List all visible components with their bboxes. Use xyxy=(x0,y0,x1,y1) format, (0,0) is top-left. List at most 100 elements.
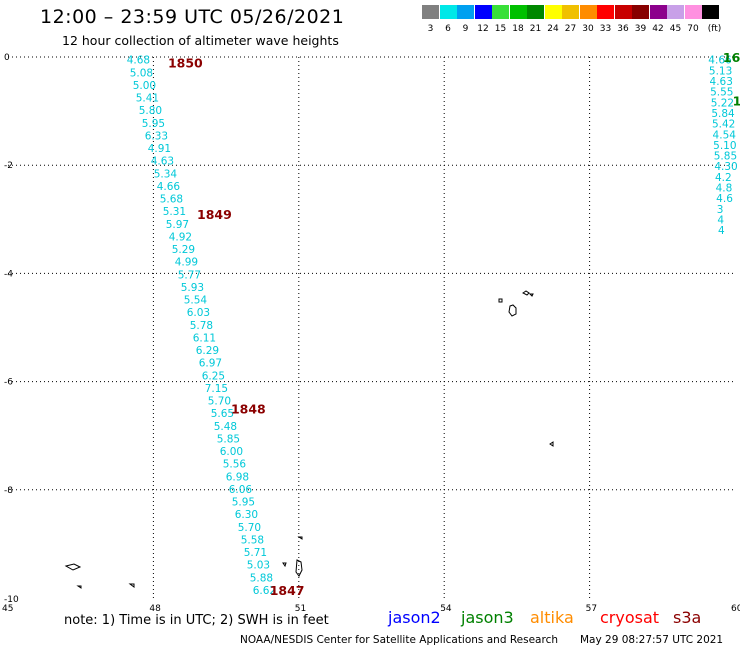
legend-swatch xyxy=(562,5,579,19)
x-tick-label: 48 xyxy=(149,604,161,614)
swh-value-west: 4.66 xyxy=(157,181,181,193)
swh-value-west: 5.03 xyxy=(247,560,270,572)
swh-value-east: 4 xyxy=(717,214,724,226)
pass-number-label: 163 xyxy=(723,50,740,65)
swh-value-west: 6.98 xyxy=(226,471,249,483)
satellite-jason3: jason3 xyxy=(461,608,514,627)
legend-label: 42 xyxy=(652,24,664,34)
y-tick-label: -8 xyxy=(4,486,13,496)
legend-label: 15 xyxy=(494,24,507,34)
swh-value-west: 5.31 xyxy=(163,206,186,218)
legend-label: 12 xyxy=(477,24,489,34)
legend-label: 33 xyxy=(599,24,612,34)
pass-number-label: 1847 xyxy=(270,583,305,598)
legend-swatch xyxy=(492,5,509,19)
swh-value-west: 5.95 xyxy=(142,118,165,130)
swh-value-east: 4.54 xyxy=(713,129,737,141)
swh-value-west: 6.03 xyxy=(187,307,210,319)
swh-value-west: 4.92 xyxy=(169,231,192,243)
y-tick-label: -4 xyxy=(4,269,13,279)
island-outline xyxy=(508,304,517,317)
swh-value-west: 5.70 xyxy=(238,522,261,534)
swh-value-west: 5.41 xyxy=(136,93,159,105)
swh-value-west: 5.95 xyxy=(232,497,255,509)
swh-value-west: 5.71 xyxy=(244,547,267,559)
legend-swatch xyxy=(439,5,457,19)
legend-label: 9 xyxy=(462,24,469,34)
swh-value-west: 4.63 xyxy=(151,156,174,168)
swh-value-east: 5.85 xyxy=(714,151,737,163)
x-tick-label: 54 xyxy=(440,604,452,614)
legend-label: 70 xyxy=(687,24,699,34)
legend-label: (ft) xyxy=(707,24,722,34)
swh-value-west: 4.91 xyxy=(148,143,171,155)
swh-value-west: 5.85 xyxy=(217,433,240,445)
swh-value-east: 4.63 xyxy=(710,76,733,88)
swh-value-west: 5.34 xyxy=(154,168,178,180)
legend-swatch xyxy=(667,5,684,19)
swh-value-west: 7.15 xyxy=(205,383,228,395)
swh-value-west: 5.29 xyxy=(172,244,195,256)
swh-value-west: 6.33 xyxy=(145,130,168,142)
swh-value-west: 5.08 xyxy=(130,67,153,79)
island-outline xyxy=(295,559,303,577)
chart-title: 12:00 – 23:59 UTC 05/26/2021 xyxy=(40,6,345,28)
swh-value-west: 5.48 xyxy=(214,421,237,433)
y-tick-label: 0 xyxy=(4,53,10,63)
swh-value-east: 4 xyxy=(718,225,725,237)
legend-swatch xyxy=(579,5,597,19)
legend-label: 36 xyxy=(617,24,629,34)
satellite-s3a: s3a xyxy=(673,608,702,627)
swh-value-west: 4.99 xyxy=(175,257,198,269)
legend-swatch xyxy=(632,5,649,19)
legend-swatch xyxy=(527,5,544,19)
chart-subtitle: 12 hour collection of altimeter wave hei… xyxy=(62,33,339,48)
x-tick-label: 60 xyxy=(731,604,740,614)
island-outline xyxy=(76,585,82,589)
swh-value-east: 3 xyxy=(717,204,724,216)
legend-swatch xyxy=(544,5,562,19)
swh-value-west: 6.30 xyxy=(235,509,258,521)
swh-value-west: 6.06 xyxy=(229,484,253,496)
legend-swatch xyxy=(509,5,527,19)
swh-value-west: 5.77 xyxy=(178,269,201,281)
legend-label: 3 xyxy=(427,24,434,34)
legend-label: 21 xyxy=(529,24,542,34)
legend-label: 39 xyxy=(634,24,647,34)
x-tick-label: 45 xyxy=(2,604,13,614)
island-outline xyxy=(297,536,303,540)
swh-value-west: 6.11 xyxy=(193,332,216,344)
island-outline xyxy=(522,290,530,296)
y-tick-label: -2 xyxy=(4,161,13,171)
swh-value-east: 4.2 xyxy=(715,172,732,184)
swh-value-west: 5.68 xyxy=(160,194,183,206)
satellite-cryosat: cryosat xyxy=(600,608,660,627)
swh-value-east: 5.10 xyxy=(713,140,736,152)
x-tick-label: 51 xyxy=(295,604,306,614)
swh-value-east: 4.66 xyxy=(708,55,732,67)
swh-value-west: 6.25 xyxy=(202,370,225,382)
pass-number-label: 1849 xyxy=(197,207,232,222)
swh-value-west: 5.00 xyxy=(133,80,156,92)
legend-label: 27 xyxy=(564,24,577,34)
satellite-altika: altika xyxy=(530,608,574,627)
legend-swatch xyxy=(702,5,719,19)
swh-value-east: 4.8 xyxy=(716,183,733,195)
swh-value-west: 5.78 xyxy=(190,320,213,332)
swh-value-west: 6.00 xyxy=(220,446,243,458)
swh-value-west: 6.62 xyxy=(253,585,276,597)
footer-credit: NOAA/NESDIS Center for Satellite Applica… xyxy=(240,634,558,646)
swh-value-west: 5.93 xyxy=(181,282,204,294)
pass-number-label: 1850 xyxy=(168,55,203,70)
legend-swatch xyxy=(597,5,614,19)
island-outline xyxy=(549,441,554,447)
legend-label: 18 xyxy=(512,24,524,34)
swh-value-west: 5.58 xyxy=(241,534,264,546)
legend-label: 45 xyxy=(669,24,682,34)
swh-value-west: 5.56 xyxy=(223,459,247,471)
swh-value-west: 6.97 xyxy=(199,358,222,370)
swh-value-west: 5.97 xyxy=(166,219,189,231)
swh-value-west: 4.68 xyxy=(127,55,150,67)
pass-number-label: 1848 xyxy=(231,402,266,417)
swh-value-west: 5.80 xyxy=(139,105,162,117)
